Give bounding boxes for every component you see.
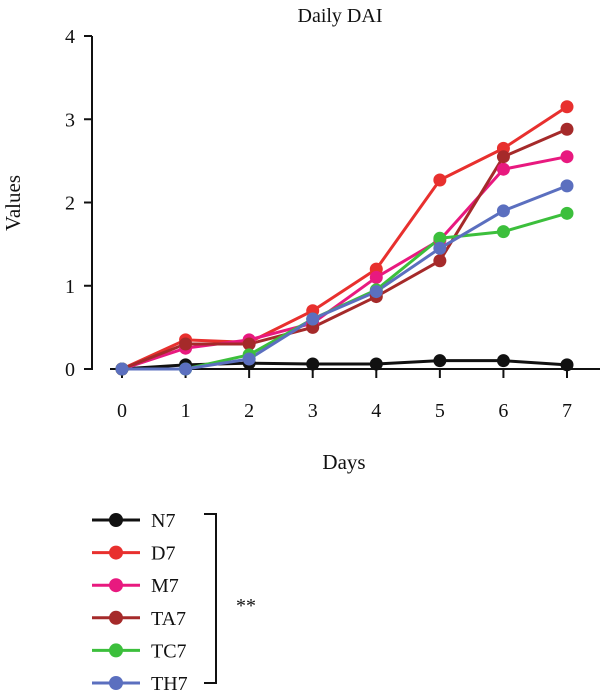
- y-tick-label: 2: [65, 193, 75, 215]
- data-point-tc7: [496, 225, 510, 239]
- legend-marker: [109, 610, 123, 625]
- data-point-tc7: [433, 231, 447, 245]
- data-point-n7: [560, 358, 574, 372]
- series-line-m7: [121, 155, 568, 371]
- x-tick-label: 6: [498, 400, 508, 422]
- y-tick-label: 1: [65, 276, 75, 298]
- x-tick-label: 4: [371, 400, 381, 422]
- data-point-th7: [433, 241, 447, 255]
- series-lines: [121, 105, 568, 371]
- x-tick-label: 7: [562, 400, 572, 422]
- data-point-d7: [433, 173, 447, 187]
- x-tick-label: 5: [435, 400, 445, 422]
- data-point-th7: [560, 179, 574, 193]
- series-points: [115, 100, 574, 376]
- data-point-tc7: [560, 206, 574, 220]
- data-point-ta7: [560, 122, 574, 136]
- legend-marker: [109, 513, 123, 527]
- y-tick-label: 4: [65, 26, 75, 48]
- significance-annotation: **: [236, 595, 256, 617]
- legend-item-ta7: TA7: [92, 608, 186, 630]
- series-line-th7: [122, 184, 568, 371]
- x-axis-label: Days: [322, 450, 365, 474]
- data-point-n7: [306, 357, 320, 371]
- data-point-th7: [306, 312, 320, 326]
- data-point-th7: [179, 362, 193, 376]
- chart-title: Daily DAI: [298, 5, 383, 27]
- legend-item-d7: D7: [92, 543, 175, 565]
- legend-marker: [109, 578, 123, 593]
- legend-item-n7: N7: [92, 510, 175, 532]
- series-line-n7: [121, 359, 568, 371]
- y-tick-label: 0: [65, 359, 75, 381]
- legend-item-th7: TH7: [92, 673, 188, 695]
- legend-marker: [109, 643, 123, 658]
- x-tick-label: 1: [181, 400, 191, 422]
- legend-item-m7: M7: [92, 575, 179, 597]
- data-point-d7: [560, 100, 574, 114]
- data-point-m7: [369, 270, 383, 284]
- legend-marker: [109, 545, 123, 560]
- data-point-n7: [433, 354, 447, 368]
- legend-item-tc7: TC7: [92, 640, 187, 662]
- data-point-ta7: [179, 337, 193, 351]
- data-point-ta7: [433, 254, 447, 268]
- x-tick-label: 2: [244, 400, 254, 422]
- x-ticks: 0 1 2 3 4 5 6 7: [117, 369, 572, 422]
- data-point-m7: [560, 150, 574, 164]
- legend-label: TH7: [151, 673, 188, 693]
- legend-label: M7: [151, 575, 179, 597]
- series-line-d7: [121, 105, 568, 371]
- data-point-ta7: [496, 150, 510, 164]
- legend-label: TC7: [151, 640, 187, 662]
- data-point-n7: [369, 357, 383, 371]
- y-tick-label: 3: [65, 109, 75, 131]
- data-point-th7: [115, 362, 129, 376]
- legend-label: N7: [151, 510, 175, 532]
- y-ticks: 0 1 2 3 4: [65, 26, 92, 381]
- data-point-th7: [242, 352, 256, 366]
- x-tick-label: 3: [308, 400, 318, 422]
- legend-label: D7: [151, 543, 175, 565]
- data-point-n7: [496, 354, 510, 368]
- data-point-m7: [496, 162, 510, 176]
- data-point-ta7: [242, 337, 256, 351]
- x-tick-label: 0: [117, 400, 127, 422]
- data-point-th7: [496, 204, 510, 218]
- data-point-th7: [369, 285, 383, 299]
- legend-marker: [109, 676, 123, 690]
- significance-bracket: [204, 513, 217, 684]
- series-line-ta7: [121, 127, 568, 371]
- y-axis-label: Values: [1, 175, 25, 231]
- legend: N7 D7 M7 TA7 TC7 TH7: [92, 510, 188, 695]
- legend-label: TA7: [151, 608, 186, 630]
